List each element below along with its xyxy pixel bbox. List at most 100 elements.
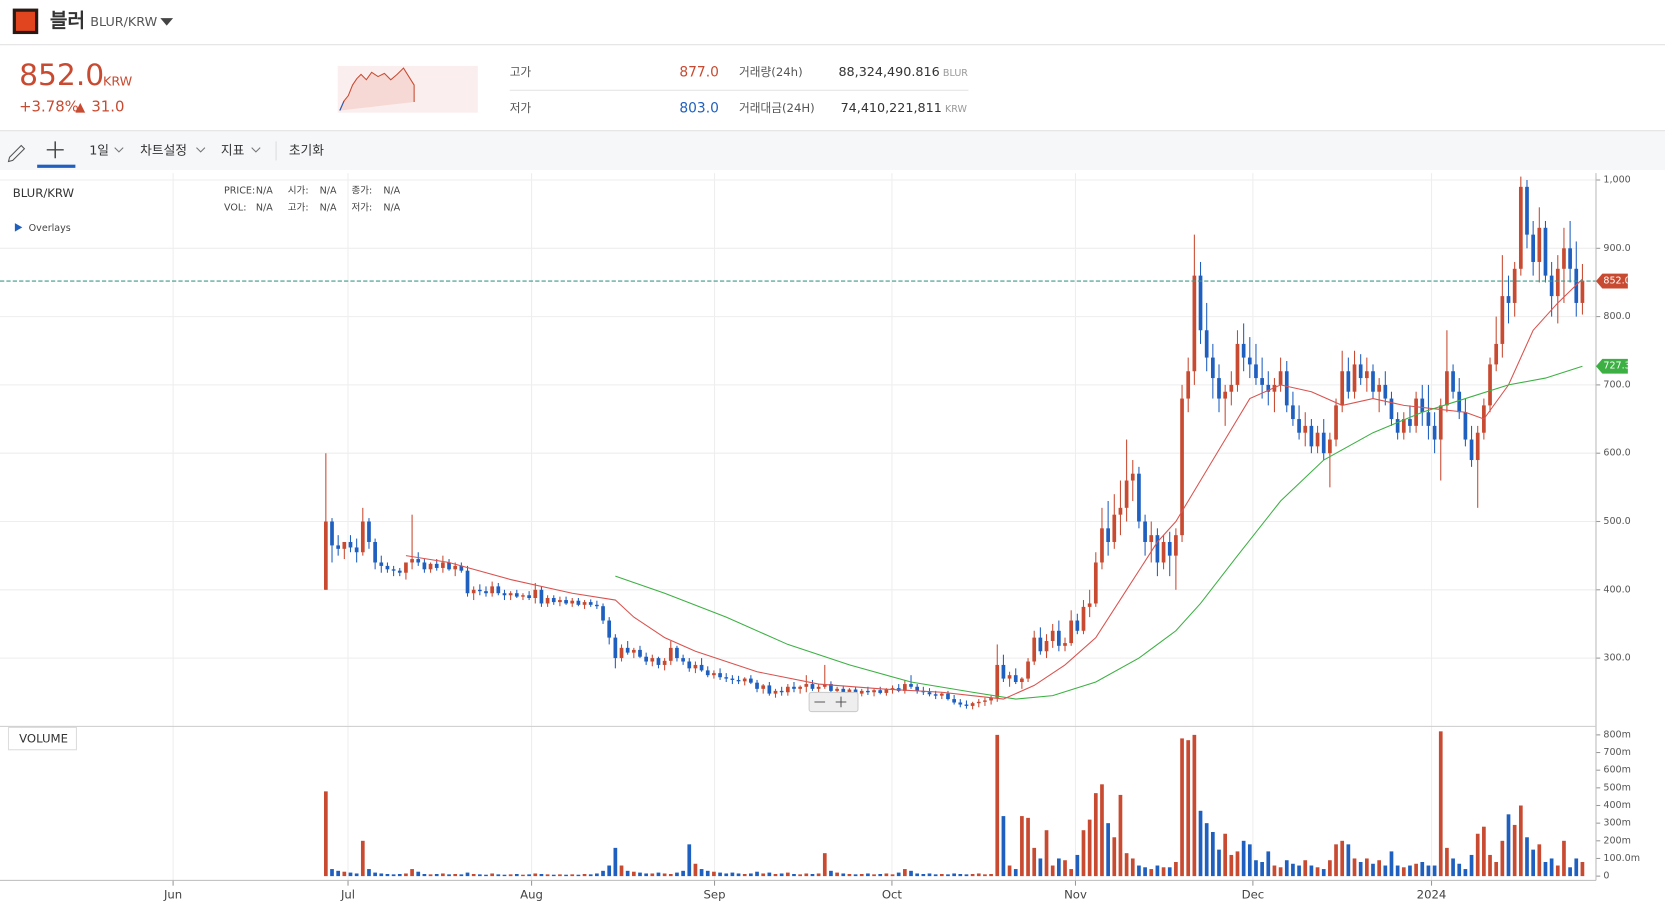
- volume-bar: [582, 874, 587, 877]
- volume-bar: [1013, 869, 1018, 877]
- change-arrow: ▲: [75, 100, 85, 115]
- candle-body: [933, 694, 938, 696]
- candle-body: [1291, 405, 1295, 420]
- crosshair-tool[interactable]: [46, 141, 64, 159]
- zoom-icons[interactable]: [814, 696, 847, 708]
- legend-value: N/A: [320, 203, 337, 214]
- candle-body: [1475, 432, 1480, 461]
- volume-bar: [459, 874, 464, 877]
- candle-body: [976, 701, 981, 704]
- candle-body: [1457, 391, 1462, 413]
- volume-bar: [385, 874, 390, 877]
- low-label: 저가: [510, 101, 532, 115]
- volume-bar: [1198, 810, 1203, 877]
- volume-bar: [1389, 851, 1394, 877]
- volume-bar: [872, 874, 876, 877]
- volume-bar: [1432, 865, 1437, 877]
- legend-value: N/A: [383, 186, 400, 197]
- candle-body: [773, 690, 778, 694]
- volume-bar: [662, 873, 667, 877]
- volume-bar: [1500, 840, 1505, 877]
- volume-bar: [1044, 830, 1049, 877]
- candle-body: [521, 595, 525, 597]
- volume-bar: [1358, 861, 1363, 877]
- candle-body: [878, 690, 883, 693]
- volume-bar: [675, 872, 679, 877]
- volume-bar: [693, 863, 698, 877]
- candle-body: [1364, 371, 1369, 379]
- draw-tool[interactable]: [7, 144, 26, 163]
- volume-bar: [360, 840, 365, 877]
- candle-body: [397, 570, 402, 573]
- settings-menu[interactable]: 차트설정: [140, 143, 187, 158]
- candle-body: [662, 660, 667, 665]
- candle-body: [1555, 268, 1560, 297]
- candle-body: [459, 565, 464, 571]
- volume-bar: [724, 873, 729, 877]
- volume-bar: [1555, 865, 1560, 877]
- volume-bar: [896, 872, 901, 877]
- candle-body: [1130, 473, 1135, 481]
- candle-body: [785, 686, 790, 693]
- volume-bar: [1149, 869, 1154, 877]
- turnover-value: 74,410,221,811: [841, 101, 942, 116]
- volume-bar: [1174, 861, 1178, 877]
- overlays-toggle[interactable]: Overlays: [29, 223, 71, 234]
- zoom-control[interactable]: [808, 691, 859, 713]
- volume-bar: [1069, 869, 1074, 877]
- candle-body: [1057, 630, 1061, 646]
- candle-body: [601, 606, 605, 621]
- candle-body: [1463, 412, 1468, 440]
- volume-bar: [391, 874, 396, 877]
- interval-menu[interactable]: 1일: [89, 143, 109, 158]
- candle-body: [687, 661, 692, 669]
- candle-body: [1106, 528, 1110, 542]
- candle-body: [939, 693, 944, 696]
- volume-bar: [841, 873, 846, 877]
- volume-bar: [397, 874, 402, 877]
- candle-body: [1100, 528, 1104, 563]
- candle-body: [484, 591, 488, 594]
- volume-bar: [1266, 851, 1271, 877]
- dropdown-arrow[interactable]: [160, 18, 174, 26]
- candle-body: [761, 685, 766, 689]
- volume-bar: [1445, 847, 1449, 877]
- volume-bar: [1278, 867, 1283, 877]
- logo-mark: [15, 11, 36, 31]
- candle-body: [668, 647, 673, 661]
- volume-bar: [976, 873, 981, 877]
- reset-button[interactable]: 초기화: [289, 143, 324, 158]
- volume-bar: [884, 873, 889, 877]
- volume-bar: [1328, 860, 1332, 877]
- volume-bar: [1494, 861, 1499, 877]
- volume-bar: [1401, 867, 1406, 877]
- candle-body: [1420, 398, 1425, 413]
- volume-tick-label: 400m: [1603, 800, 1631, 811]
- expand-icon[interactable]: [14, 223, 23, 232]
- candle-body: [1007, 675, 1012, 679]
- candle-body: [1235, 343, 1240, 385]
- candle-body: [1075, 620, 1080, 631]
- candle-body: [1050, 630, 1055, 642]
- candle-body: [1180, 398, 1184, 536]
- volume-bar: [1512, 824, 1517, 877]
- indicators-menu[interactable]: 지표: [221, 143, 245, 158]
- candle-body: [650, 658, 655, 662]
- volume-bar: [1334, 844, 1338, 877]
- volume-bar: [1026, 817, 1030, 877]
- volume-bar: [761, 873, 766, 877]
- volume-bar: [1229, 854, 1234, 877]
- volume-bar: [1093, 793, 1098, 877]
- volume-bar: [952, 873, 956, 877]
- candle-body: [835, 688, 839, 691]
- volume-bar: [601, 870, 605, 877]
- candle-body: [1186, 371, 1191, 399]
- volume-bar: [1241, 840, 1246, 877]
- candle-body: [970, 703, 975, 706]
- coin-pair[interactable]: BLUR/KRW: [90, 15, 157, 30]
- volume-tick-label: 100.0m: [1603, 853, 1640, 864]
- volume-bar: [742, 874, 747, 877]
- candle-body: [1174, 535, 1178, 556]
- volume-tick-label: 700m: [1603, 747, 1631, 758]
- volume-bar: [1475, 833, 1480, 877]
